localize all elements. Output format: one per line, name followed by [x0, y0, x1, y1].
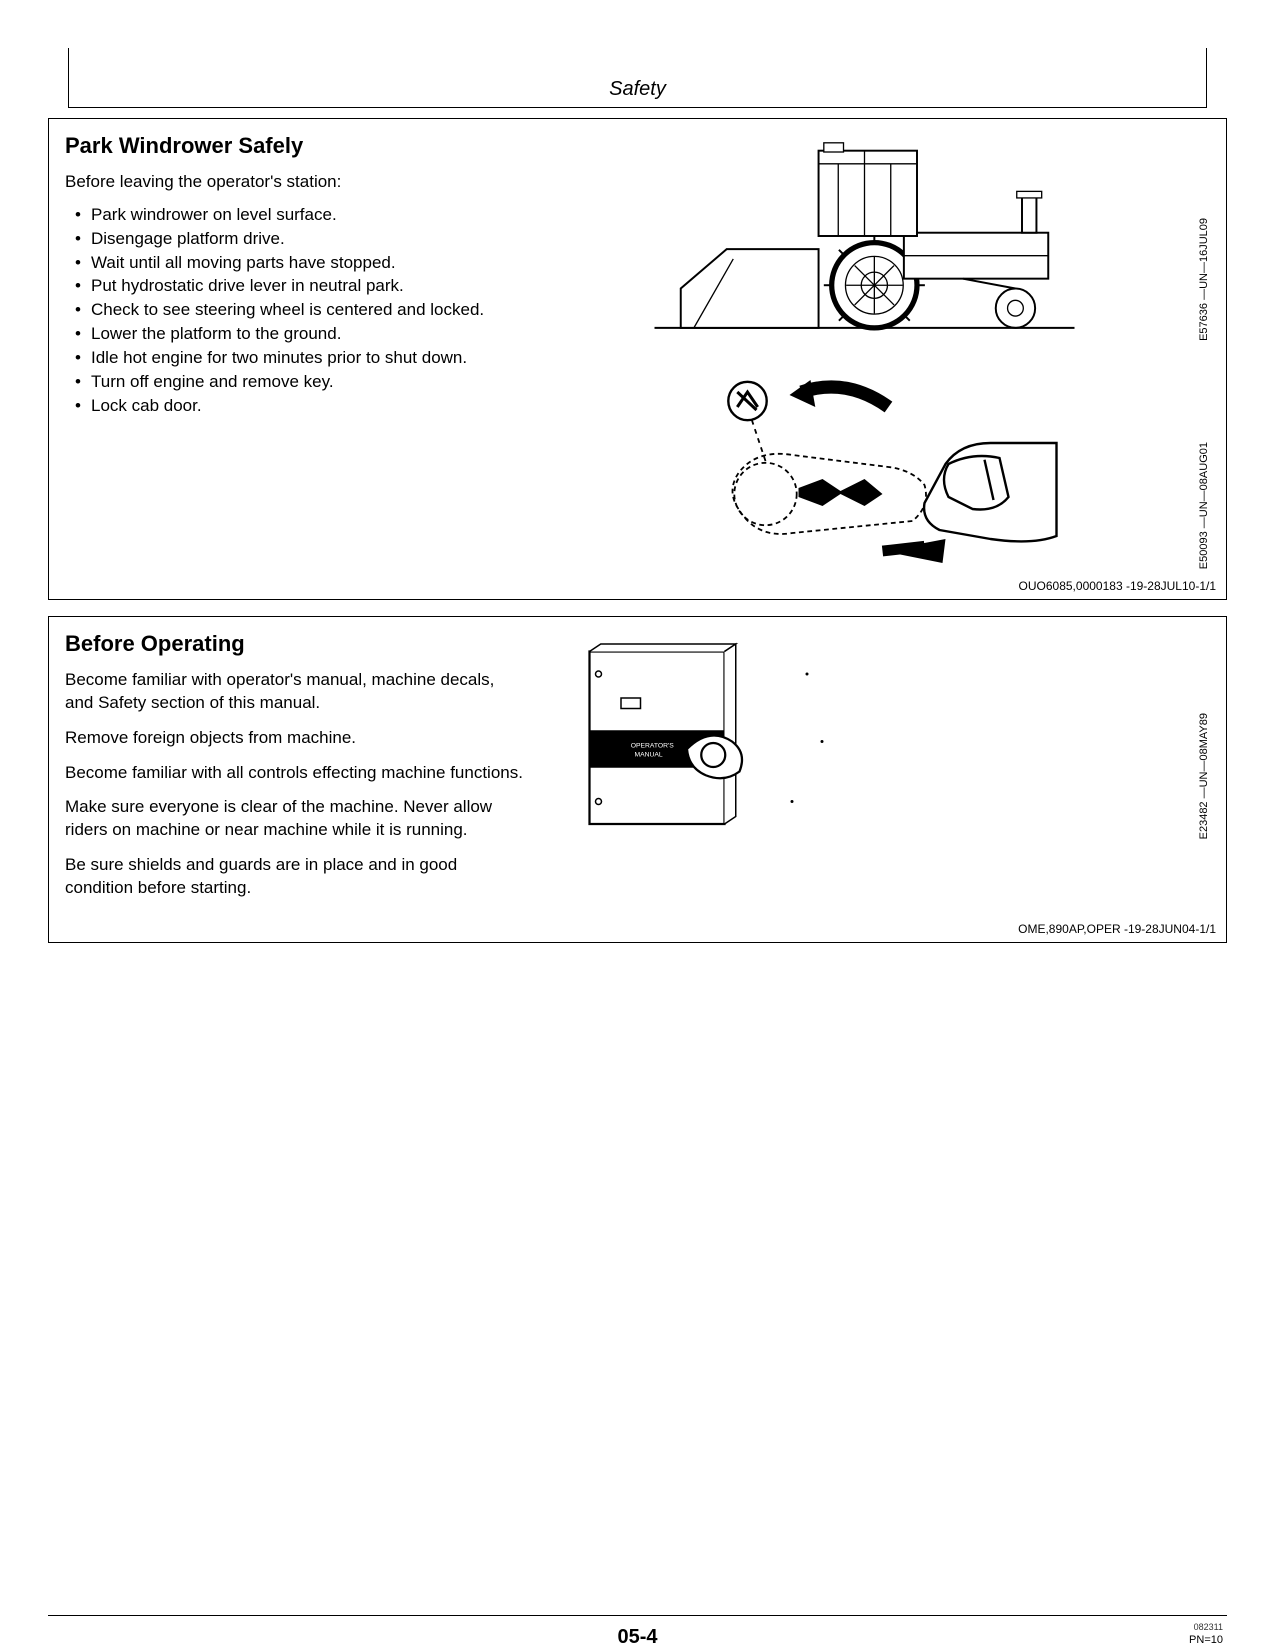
footer-code: 082311: [1189, 1622, 1223, 1632]
bullet-item: Turn off engine and remove key.: [79, 371, 525, 394]
bullet-item: Wait until all moving parts have stopped…: [79, 252, 525, 275]
section1-text: Park Windrower Safely Before leaving the…: [65, 131, 525, 569]
figure-key: [537, 359, 1192, 569]
section-park-windrower: Park Windrower Safely Before leaving the…: [48, 118, 1227, 600]
figure-manual: OPERATOR'S MANUAL: [537, 629, 1192, 839]
header-title: Safety: [609, 78, 666, 101]
bullet-item: Disengage platform drive.: [79, 228, 525, 251]
figure3-caption: E23482 —UN—08MAY89: [1198, 711, 1210, 839]
bullet-item: Idle hot engine for two minutes prior to…: [79, 347, 525, 370]
section2-text: Before Operating Become familiar with op…: [65, 629, 525, 912]
section1-bullets: Park windrower on level surface. Disenga…: [65, 204, 525, 418]
section2-docref: OME,890AP,OPER -19-28JUN04-1/1: [1018, 922, 1216, 936]
page-number: 05-4: [617, 1626, 657, 1649]
figure2-caption: E50093 —UN—08AUG01: [1198, 440, 1210, 569]
svg-text:MANUAL: MANUAL: [635, 752, 663, 759]
section1-images: E57636 —UN—16JUL09: [537, 131, 1210, 569]
bullet-item: Lower the platform to the ground.: [79, 323, 525, 346]
figure-manual-wrap: OPERATOR'S MANUAL: [537, 629, 1210, 839]
page-header: Safety: [68, 48, 1207, 108]
figure-key-wrap: E50093 —UN—08AUG01: [537, 359, 1210, 569]
svg-text:OPERATOR'S: OPERATOR'S: [631, 743, 675, 750]
para: Become familiar with operator's manual, …: [65, 669, 525, 715]
section-before-operating: Before Operating Become familiar with op…: [48, 616, 1227, 943]
bullet-item: Lock cab door.: [79, 395, 525, 418]
figure1-caption: E57636 —UN—16JUL09: [1198, 216, 1210, 341]
figure-windrower: [537, 131, 1192, 341]
section1-title: Park Windrower Safely: [65, 131, 525, 161]
page-frame: Safety Park Windrower Safely Before leav…: [48, 48, 1227, 1590]
section1-intro: Before leaving the operator's station:: [65, 171, 525, 194]
page-footer: 05-4 082311 PN=10: [48, 1615, 1227, 1622]
para: Remove foreign objects from machine.: [65, 727, 525, 750]
section1-docref: OUO6085,0000183 -19-28JUL10-1/1: [1019, 579, 1216, 593]
bullet-item: Put hydrostatic drive lever in neutral p…: [79, 275, 525, 298]
bullet-item: Park windrower on level surface.: [79, 204, 525, 227]
para: Make sure everyone is clear of the machi…: [65, 796, 525, 842]
footer-right: 082311 PN=10: [1189, 1622, 1223, 1646]
para: Be sure shields and guards are in place …: [65, 854, 525, 900]
para: Become familiar with all controls effect…: [65, 762, 525, 785]
bullet-item: Check to see steering wheel is centered …: [79, 299, 525, 322]
figure-windrower-wrap: E57636 —UN—16JUL09: [537, 131, 1210, 341]
section2-images: OPERATOR'S MANUAL: [537, 629, 1210, 912]
footer-pn: PN=10: [1189, 1634, 1223, 1646]
section2-title: Before Operating: [65, 629, 525, 659]
